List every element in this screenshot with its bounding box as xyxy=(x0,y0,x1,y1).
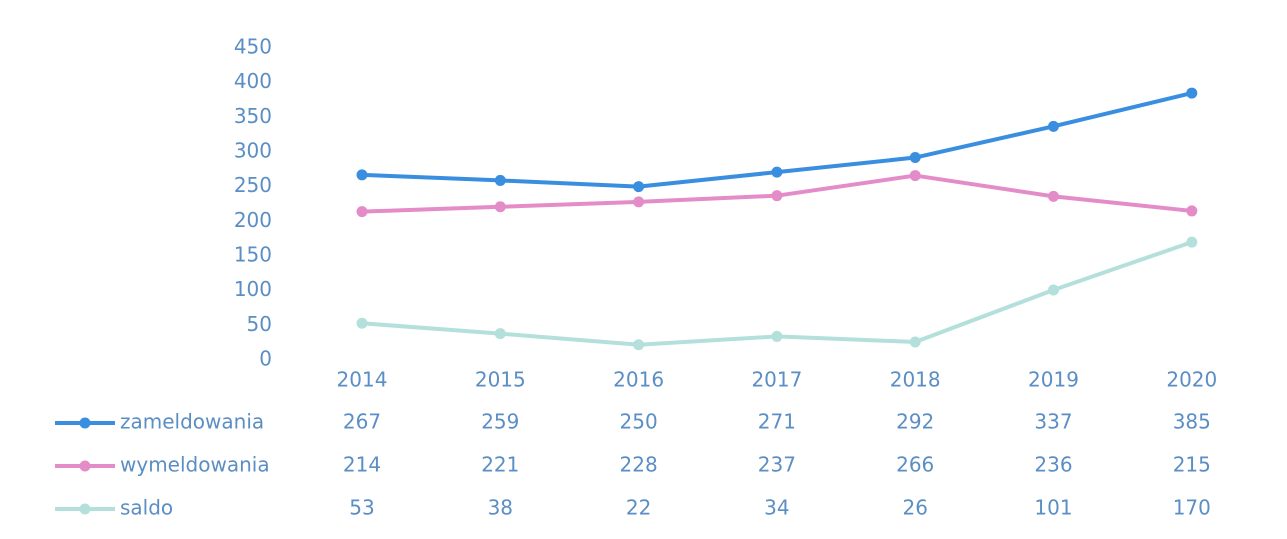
table-value: 214 xyxy=(343,453,381,477)
y-tick-label: 450 xyxy=(234,35,272,59)
y-tick-label: 150 xyxy=(234,243,272,267)
point xyxy=(909,170,921,182)
y-tick-label: 350 xyxy=(234,104,272,128)
x-tick-label: 2020 xyxy=(1166,368,1217,392)
x-tick-label: 2018 xyxy=(890,368,941,392)
table-value: 22 xyxy=(626,496,651,520)
x-tick-label: 2016 xyxy=(613,368,664,392)
table-value: 236 xyxy=(1034,453,1072,477)
point xyxy=(909,336,921,348)
table-value: 26 xyxy=(902,496,927,520)
series-line xyxy=(361,240,1193,347)
legend-label: saldo xyxy=(120,496,173,520)
point xyxy=(1048,284,1059,296)
table-value: 337 xyxy=(1034,410,1072,434)
legend-label: zameldowania xyxy=(120,410,264,434)
point xyxy=(633,181,645,193)
table-value: 170 xyxy=(1173,496,1211,520)
y-tick-label: 400 xyxy=(234,69,272,93)
table-value: 53 xyxy=(349,496,374,520)
point xyxy=(356,169,368,181)
table-value: 250 xyxy=(620,410,658,434)
y-tick-label: 300 xyxy=(234,139,272,163)
legend-marker xyxy=(79,417,91,429)
table-value: 215 xyxy=(1173,453,1211,477)
table-value: 267 xyxy=(343,410,381,434)
point xyxy=(494,201,506,213)
table-value: 101 xyxy=(1034,496,1072,520)
point xyxy=(633,339,645,351)
legend-label: wymeldowania xyxy=(120,453,270,477)
point xyxy=(1186,205,1198,217)
point xyxy=(1186,236,1198,248)
legend-marker xyxy=(79,503,91,515)
table-value: 228 xyxy=(620,453,658,477)
y-tick-label: 50 xyxy=(247,312,272,336)
table-value: 34 xyxy=(764,496,789,520)
y-tick-label: 100 xyxy=(234,277,272,301)
point xyxy=(771,330,783,342)
point xyxy=(356,206,368,218)
point xyxy=(494,328,506,340)
table-value: 266 xyxy=(896,453,934,477)
point xyxy=(1186,87,1198,99)
table-value: 385 xyxy=(1173,410,1211,434)
point xyxy=(1048,190,1059,202)
table-value: 38 xyxy=(488,496,513,520)
legend-marker xyxy=(79,460,91,472)
table-value: 221 xyxy=(481,453,519,477)
point xyxy=(494,174,506,186)
table-value: 237 xyxy=(758,453,796,477)
point xyxy=(909,152,921,164)
x-tick-label: 2015 xyxy=(475,368,526,392)
y-tick-label: 200 xyxy=(234,208,272,232)
y-tick-label: 0 xyxy=(259,347,272,371)
point xyxy=(771,166,783,178)
table-value: 259 xyxy=(481,410,519,434)
point xyxy=(633,196,645,208)
point xyxy=(356,317,368,329)
table-value: 292 xyxy=(896,410,934,434)
table-value: 271 xyxy=(758,410,796,434)
x-tick-label: 2017 xyxy=(751,368,802,392)
x-tick-label: 2014 xyxy=(337,368,388,392)
point xyxy=(771,190,783,202)
point xyxy=(1048,120,1059,132)
y-tick-label: 250 xyxy=(234,173,272,197)
x-tick-label: 2019 xyxy=(1028,368,1079,392)
